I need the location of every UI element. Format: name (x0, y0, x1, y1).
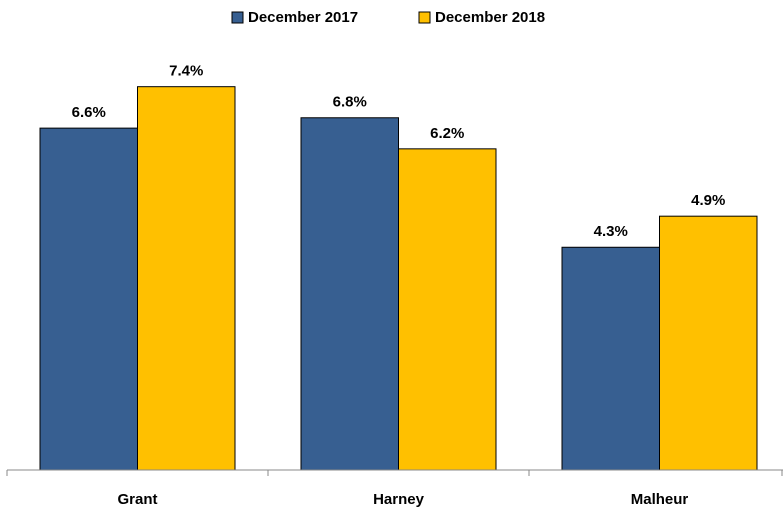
value-label: 6.8% (333, 94, 367, 111)
bar (39, 127, 138, 471)
value-label: 6.2% (430, 125, 464, 142)
legend-label: December 2017 (248, 9, 358, 26)
value-label: 6.6% (72, 104, 106, 121)
bar (561, 246, 660, 471)
value-label: 4.3% (594, 223, 628, 240)
legend-swatch (418, 11, 431, 24)
bar (300, 117, 399, 471)
bar (659, 215, 758, 471)
legend-label: December 2018 (435, 9, 545, 26)
bar (137, 86, 236, 471)
value-label: 4.9% (691, 192, 725, 209)
value-label: 7.4% (169, 63, 203, 80)
bar (398, 148, 497, 471)
legend-swatch (231, 11, 244, 24)
x-tick-label: Harney (373, 491, 425, 508)
x-tick-label: Malheur (631, 491, 689, 508)
x-tick-label: Grant (117, 491, 157, 508)
